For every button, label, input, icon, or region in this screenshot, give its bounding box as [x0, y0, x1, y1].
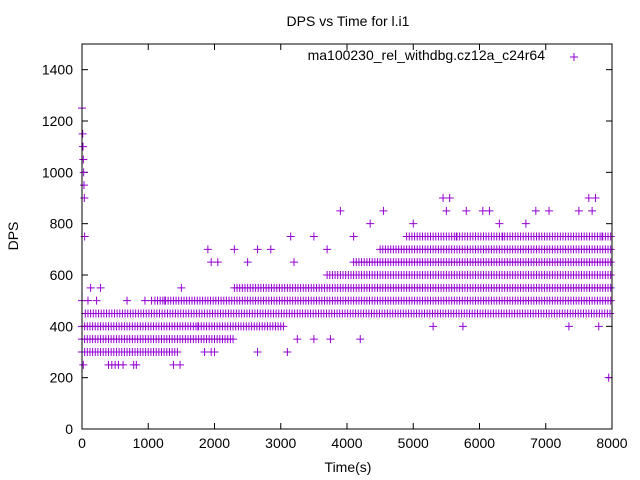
- data-point: [606, 283, 615, 292]
- y-tick-label: 0: [65, 421, 73, 437]
- legend: ma100230_rel_withdbg.cz12a_c24r64: [308, 47, 578, 63]
- data-point: [193, 322, 202, 331]
- data-point: [243, 258, 252, 267]
- data-point: [606, 309, 615, 318]
- data-point: [78, 129, 87, 138]
- data-point: [266, 245, 275, 254]
- data-point: [409, 219, 418, 228]
- data-point: [253, 245, 262, 254]
- data-point: [253, 348, 262, 356]
- data-point: [458, 322, 467, 331]
- data-point: [210, 348, 219, 356]
- data-point: [176, 360, 185, 369]
- y-tick-label: 1400: [42, 62, 73, 78]
- data-point: [203, 245, 212, 254]
- data-point: [606, 258, 615, 267]
- data-point: [147, 296, 156, 305]
- data-point: [356, 335, 365, 344]
- data-points: [78, 104, 615, 382]
- data-point: [445, 194, 454, 202]
- data-point: [79, 168, 88, 177]
- data-point: [230, 245, 239, 254]
- axis-ticks: 0 1000 2000 3000 4000 5000 6000 7000 8000 0 200 400…: [42, 44, 628, 451]
- data-point: [229, 335, 238, 344]
- y-tick-label: 200: [50, 370, 74, 386]
- data-point: [606, 245, 615, 254]
- data-point: [485, 206, 494, 215]
- data-point: [521, 219, 530, 228]
- data-point: [286, 232, 295, 241]
- data-point: [323, 245, 332, 254]
- data-point: [429, 322, 438, 331]
- data-point: [606, 271, 615, 279]
- data-point: [326, 335, 335, 344]
- data-point: [96, 283, 105, 292]
- y-tick-label: 400: [50, 318, 74, 334]
- data-point: [83, 296, 92, 305]
- legend-label: ma100230_rel_withdbg.cz12a_c24r64: [308, 47, 546, 63]
- data-point: [442, 206, 451, 215]
- data-point: [160, 296, 169, 305]
- x-tick-label: 6000: [464, 435, 495, 451]
- plot-frame: [81, 43, 613, 430]
- data-point: [462, 206, 471, 215]
- data-point: [498, 232, 507, 241]
- data-point: [606, 296, 615, 305]
- y-axis-label: DPS: [5, 222, 21, 251]
- y-tick-label: 800: [50, 216, 74, 232]
- chart-title: DPS vs Time for l.i1: [287, 13, 410, 29]
- data-point: [336, 206, 345, 215]
- x-tick-label: 3000: [265, 435, 296, 451]
- data-point: [452, 232, 461, 241]
- data-point: [309, 335, 318, 344]
- data-point: [594, 322, 603, 331]
- x-tick-label: 4000: [331, 435, 362, 451]
- x-tick-label: 8000: [596, 435, 627, 451]
- data-point: [173, 348, 182, 356]
- y-tick-label: 1200: [42, 113, 73, 129]
- data-point: [79, 360, 88, 369]
- data-point: [564, 322, 573, 331]
- data-point: [574, 206, 583, 215]
- legend-marker: [570, 53, 578, 61]
- data-point: [606, 232, 615, 241]
- data-point: [86, 283, 95, 292]
- data-point: [293, 335, 302, 344]
- data-point: [545, 206, 554, 215]
- data-point: [213, 258, 222, 267]
- y-tick-label: 1000: [42, 164, 73, 180]
- data-point: [591, 194, 600, 202]
- data-point: [598, 232, 607, 241]
- data-point: [531, 206, 540, 215]
- data-point: [79, 181, 88, 190]
- data-point: [78, 142, 87, 151]
- data-point: [349, 232, 358, 241]
- data-point: [279, 322, 288, 331]
- data-point: [119, 360, 128, 369]
- x-tick-label: 2000: [199, 435, 230, 451]
- x-tick-label: 5000: [398, 435, 429, 451]
- data-point: [132, 360, 141, 369]
- data-point: [177, 283, 186, 292]
- data-point: [604, 373, 613, 382]
- data-point: [290, 258, 298, 267]
- data-point: [79, 155, 88, 164]
- x-axis-label: Time(s): [325, 459, 372, 475]
- x-tick-label: 7000: [530, 435, 561, 451]
- data-point: [379, 206, 388, 215]
- data-point: [366, 219, 375, 228]
- data-point: [123, 296, 132, 305]
- data-point: [92, 296, 101, 305]
- data-point: [588, 206, 597, 215]
- data-point: [309, 232, 318, 241]
- y-tick-label: 600: [50, 267, 74, 283]
- x-tick-label: 0: [78, 435, 86, 451]
- x-tick-label: 1000: [133, 435, 164, 451]
- data-point: [535, 232, 544, 241]
- legend-marker-symbol: [570, 53, 578, 61]
- data-point: [283, 348, 292, 356]
- data-point: [495, 219, 504, 228]
